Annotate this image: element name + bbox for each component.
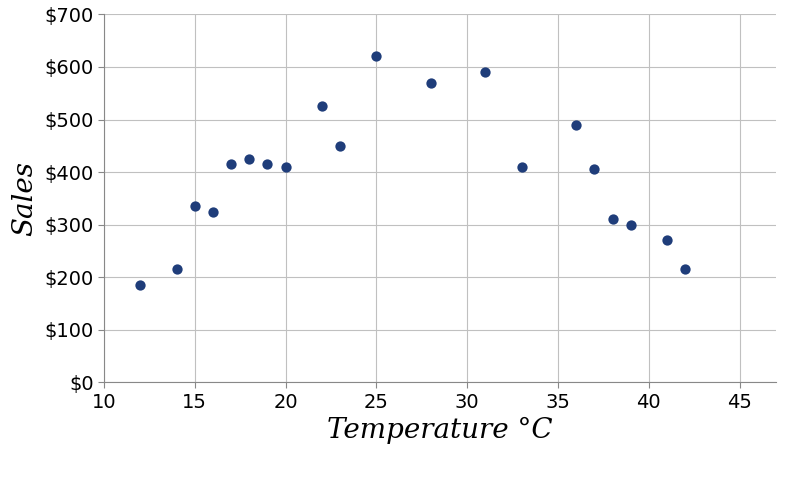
Point	[279, 163, 292, 171]
Point	[261, 161, 274, 168]
Point	[515, 163, 528, 171]
Point	[624, 221, 637, 228]
Point	[134, 281, 146, 289]
Point	[206, 207, 219, 215]
Point	[189, 203, 202, 210]
X-axis label: Temperature °C: Temperature °C	[327, 417, 553, 445]
Point	[243, 155, 256, 163]
Point	[225, 161, 238, 168]
Point	[678, 266, 691, 273]
Point	[570, 121, 582, 129]
Y-axis label: Sales: Sales	[12, 161, 38, 236]
Point	[370, 53, 383, 60]
Point	[315, 103, 328, 110]
Point	[661, 237, 674, 244]
Point	[425, 79, 438, 87]
Point	[170, 266, 183, 273]
Point	[588, 166, 601, 174]
Point	[334, 142, 346, 150]
Point	[606, 216, 619, 223]
Point	[479, 68, 492, 76]
